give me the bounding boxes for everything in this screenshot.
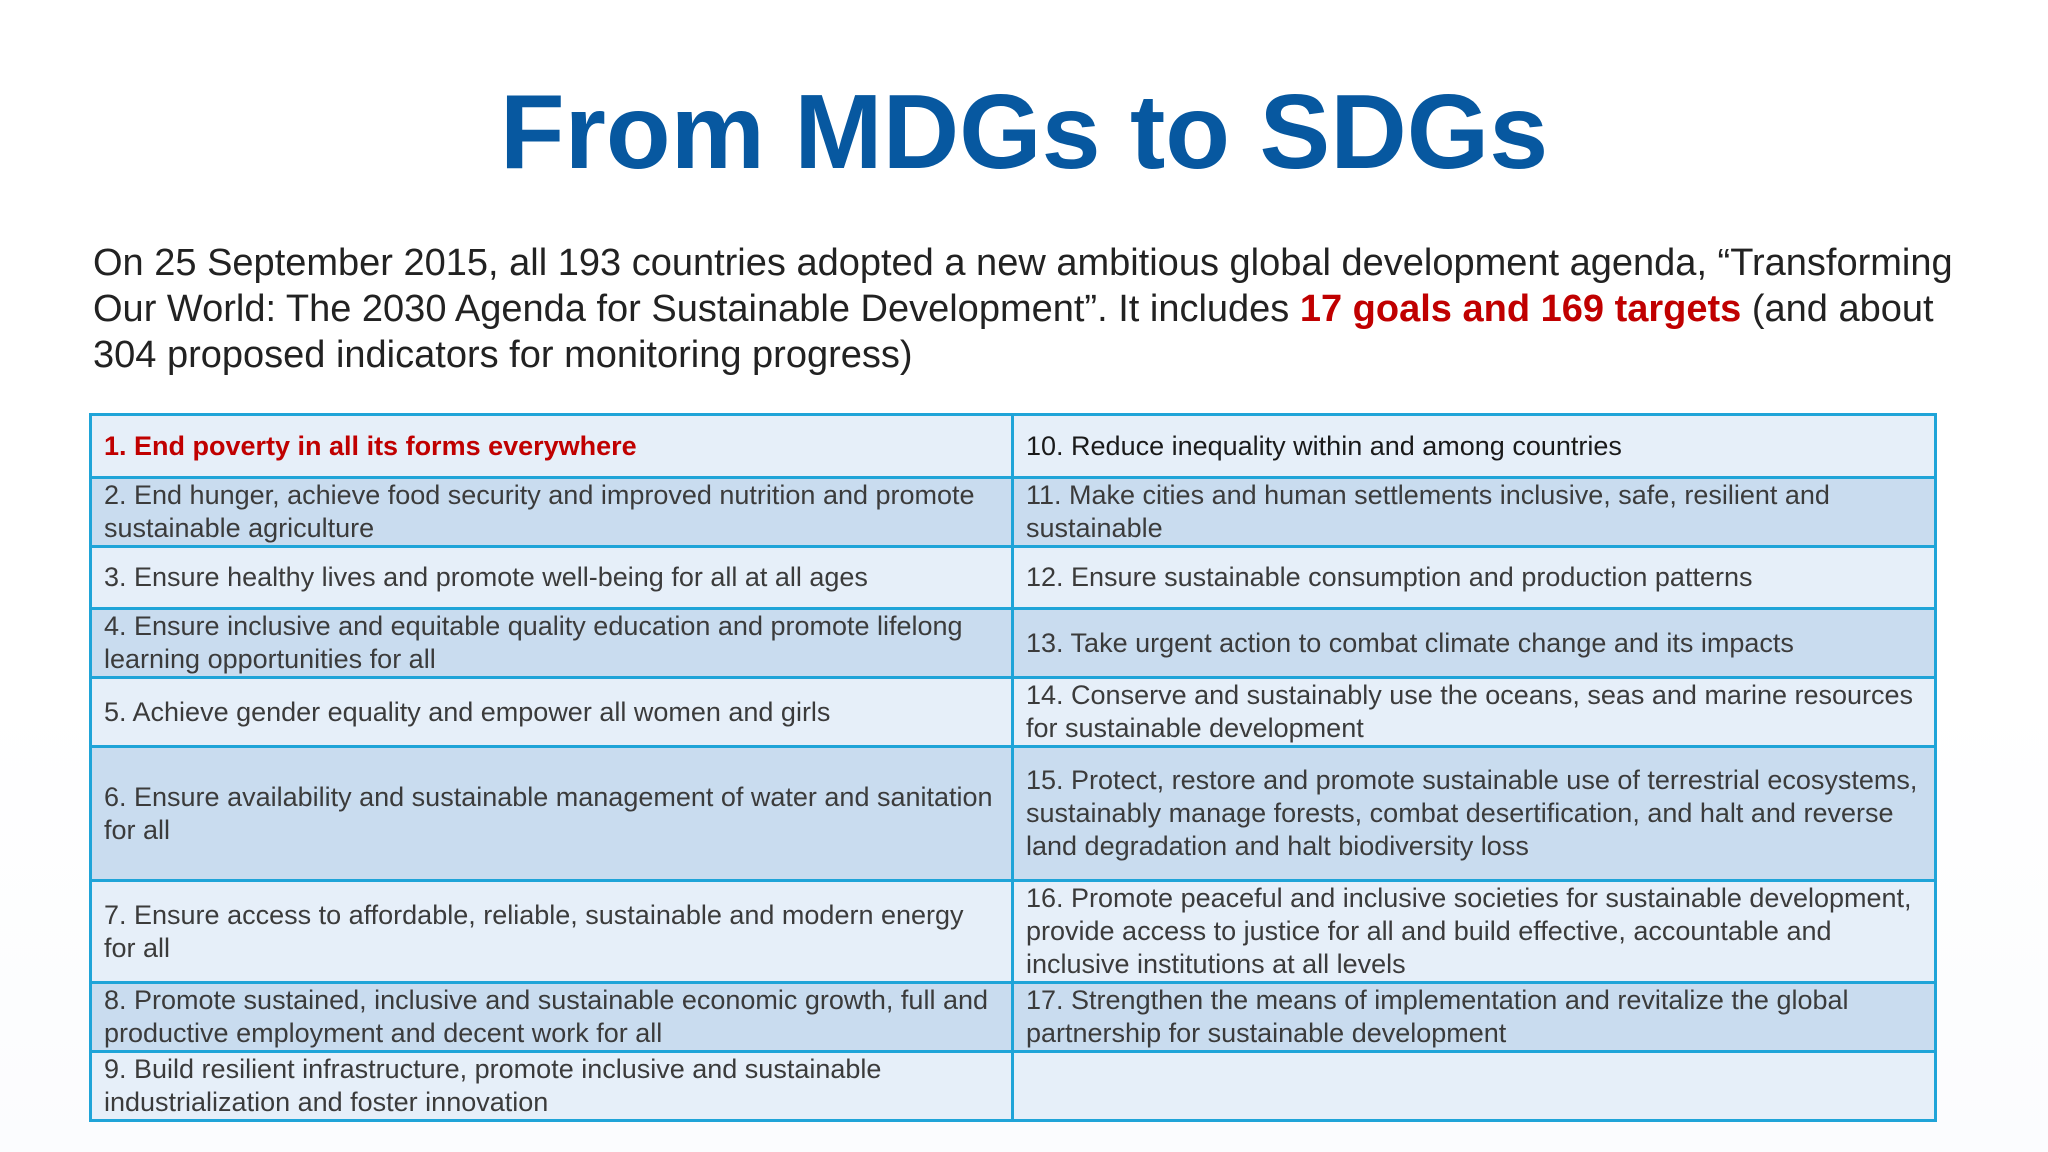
goal-text: 12. Ensure sustainable consumption and p…: [1026, 562, 1753, 592]
goal-cell-16: 16. Promote peaceful and inclusive socie…: [1011, 879, 1937, 984]
goal-text: 4. Ensure inclusive and equitable qualit…: [104, 611, 963, 675]
goal-cell-14: 14. Conserve and sustainably use the oce…: [1011, 676, 1937, 748]
table-row: 5. Achieve gender equality and empower a…: [89, 676, 1937, 748]
intro-paragraph: On 25 September 2015, all 193 countries …: [93, 240, 1993, 378]
table-row: 7. Ensure access to affordable, reliable…: [89, 879, 1937, 984]
goal-text: 6. Ensure availability and sustainable m…: [104, 781, 993, 845]
goal-cell-3: 3. Ensure healthy lives and promote well…: [89, 545, 1014, 610]
intro-highlight: 17 goals and 169 targets: [1299, 288, 1742, 330]
goal-text: 8. Promote sustained, inclusive and sust…: [104, 985, 988, 1049]
goal-cell-10: 10. Reduce inequality within and among c…: [1011, 413, 1937, 479]
goal-text: 11. Make cities and human settlements in…: [1026, 480, 1830, 544]
table-row: 3. Ensure healthy lives and promote well…: [89, 545, 1937, 610]
table-row: 4. Ensure inclusive and equitable qualit…: [89, 607, 1937, 679]
intro-text-end: (and about 304 proposed indicators for m…: [93, 288, 1934, 376]
goal-cell-7: 7. Ensure access to affordable, reliable…: [89, 879, 1014, 984]
goal-text: 1. End poverty in all its forms everywhe…: [104, 430, 637, 461]
goal-text: 17. Strengthen the means of implementati…: [1026, 985, 1849, 1049]
sdg-goals-table: 1. End poverty in all its forms everywhe…: [89, 413, 1937, 1122]
table-row: 1. End poverty in all its forms everywhe…: [89, 413, 1937, 479]
table-row: 2. End hunger, achieve food security and…: [89, 476, 1937, 548]
goal-cell-15: 15. Protect, restore and promote sustain…: [1011, 745, 1937, 882]
slide-title: From MDGs to SDGs: [499, 73, 1549, 191]
goal-cell-1: 1. End poverty in all its forms everywhe…: [89, 413, 1014, 479]
intro-text: On 25 September 2015, all 193 countries …: [93, 242, 1953, 330]
goal-cell-11: 11. Make cities and human settlements in…: [1011, 476, 1937, 548]
table-row: 6. Ensure availability and sustainable m…: [89, 745, 1937, 882]
table-row: 9. Build resilient infrastructure, promo…: [89, 1050, 1937, 1122]
goal-cell-12: 12. Ensure sustainable consumption and p…: [1011, 545, 1937, 610]
table-row: 8. Promote sustained, inclusive and sust…: [89, 981, 1937, 1053]
goal-text: 3. Ensure healthy lives and promote well…: [104, 562, 868, 592]
goal-cell-2: 2. End hunger, achieve food security and…: [89, 476, 1014, 548]
goal-text: 7. Ensure access to affordable, reliable…: [104, 899, 964, 963]
goal-text: 16. Promote peaceful and inclusive socie…: [1026, 883, 1912, 980]
goal-text: 13. Take urgent action to combat climate…: [1026, 627, 1794, 658]
goal-cell-5: 5. Achieve gender equality and empower a…: [89, 676, 1014, 748]
goal-cell-9: 9. Build resilient infrastructure, promo…: [89, 1050, 1014, 1122]
goal-text: 5. Achieve gender equality and empower a…: [104, 696, 831, 727]
goal-cell-13: 13. Take urgent action to combat climate…: [1011, 607, 1937, 679]
goal-cell-17: 17. Strengthen the means of implementati…: [1011, 981, 1937, 1053]
goal-text: 2. End hunger, achieve food security and…: [104, 480, 975, 544]
goal-cell-6: 6. Ensure availability and sustainable m…: [89, 745, 1014, 882]
goal-cell-4: 4. Ensure inclusive and equitable qualit…: [89, 607, 1014, 679]
goal-text: 10. Reduce inequality within and among c…: [1026, 430, 1622, 461]
goal-cell-8: 8. Promote sustained, inclusive and sust…: [89, 981, 1014, 1053]
goal-cell-empty: [1011, 1050, 1937, 1122]
goal-text: 15. Protect, restore and promote sustain…: [1026, 765, 1918, 861]
goal-text: 14. Conserve and sustainably use the oce…: [1026, 680, 1914, 744]
goal-text: 9. Build resilient infrastructure, promo…: [104, 1054, 882, 1118]
